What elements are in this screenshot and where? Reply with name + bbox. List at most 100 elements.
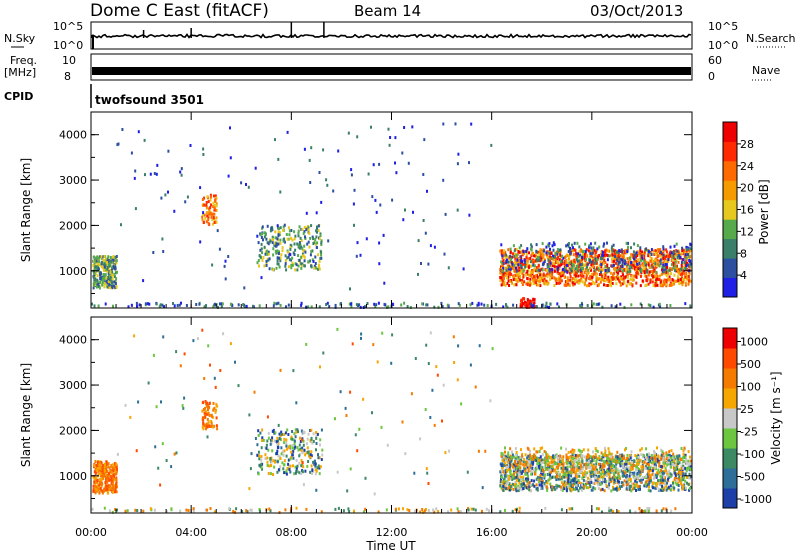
data-cell [624, 460, 627, 464]
data-cell [658, 471, 661, 475]
data-cell [320, 239, 323, 243]
data-cell [671, 267, 673, 271]
data-cell [289, 444, 292, 448]
data-cell [420, 262, 422, 265]
data-cell [229, 302, 232, 306]
data-cell [211, 218, 214, 222]
data-cell [394, 136, 397, 140]
data-cell [310, 450, 313, 454]
data-cell [671, 278, 674, 281]
data-cell [319, 443, 321, 447]
data-cell [529, 481, 531, 485]
data-cell [632, 250, 635, 254]
data-cell [585, 278, 588, 282]
data-cell [280, 253, 283, 257]
data-cell [526, 471, 529, 475]
data-cell [269, 442, 272, 446]
data-cell [667, 485, 670, 489]
data-cell [609, 465, 612, 469]
data-cell [208, 413, 211, 417]
data-cell [511, 453, 514, 457]
data-cell [590, 475, 593, 478]
data-cell [277, 446, 280, 449]
data-cell [637, 455, 640, 459]
data-cell [520, 244, 523, 248]
data-cell [559, 277, 562, 281]
data-cell [525, 252, 528, 256]
data-cell [684, 281, 687, 285]
data-cell [227, 255, 230, 258]
colorbar-segment [723, 141, 737, 162]
data-cell [629, 479, 632, 483]
data-cell [520, 300, 523, 304]
data-cell [155, 302, 158, 306]
data-cell [130, 151, 133, 155]
data-cell [572, 479, 575, 483]
data-cell [661, 489, 664, 492]
data-cell [533, 479, 536, 483]
data-cell [483, 303, 486, 307]
data-cell [106, 480, 109, 484]
data-cell [681, 250, 684, 254]
data-cell [245, 304, 248, 308]
data-cell [636, 461, 638, 465]
data-cell [595, 462, 598, 466]
data-cell [628, 468, 631, 472]
data-cell [689, 464, 692, 468]
data-cell [665, 270, 668, 274]
data-cell [505, 253, 508, 257]
data-cell [107, 462, 110, 466]
data-cell [545, 301, 548, 305]
data-cell [526, 456, 529, 460]
data-cell [668, 277, 671, 281]
data-cell [97, 282, 100, 286]
data-cell [638, 261, 641, 265]
data-cell [604, 265, 607, 269]
data-cell [319, 232, 322, 236]
data-cell [633, 254, 636, 258]
data-cell [675, 253, 678, 257]
data-cell [92, 255, 95, 259]
data-cell [317, 456, 320, 460]
data-cell [515, 269, 518, 273]
data-cell [665, 263, 668, 267]
data-cell [143, 138, 146, 142]
data-cell [681, 277, 684, 281]
freq-unit: [MHz] [4, 66, 36, 79]
data-cell [598, 462, 600, 466]
data-cell [583, 256, 586, 260]
data-cell [120, 223, 122, 227]
data-cell [665, 457, 668, 461]
data-cell [571, 281, 574, 285]
data-cell [300, 264, 303, 268]
data-cell [288, 258, 291, 262]
data-cell [682, 258, 685, 262]
data-cell [659, 474, 662, 478]
data-cell [544, 304, 547, 308]
data-cell [677, 279, 680, 282]
data-cell [621, 265, 624, 268]
data-cell [114, 282, 117, 286]
data-cell [202, 408, 205, 411]
data-cell [318, 267, 321, 271]
data-cell [216, 229, 219, 233]
data-cell [586, 304, 589, 307]
data-cell [214, 302, 216, 306]
data-cell [581, 460, 584, 464]
data-cell [603, 253, 606, 257]
data-cell [567, 282, 570, 286]
data-cell [688, 249, 691, 253]
data-cell [638, 474, 641, 478]
data-cell [506, 260, 509, 264]
data-cell [621, 471, 624, 475]
data-cell [678, 477, 681, 481]
data-cell [633, 266, 636, 270]
data-cell [652, 269, 655, 273]
data-cell [596, 267, 598, 271]
data-cell [661, 265, 664, 269]
data-cell [544, 468, 547, 472]
data-cell [93, 272, 96, 276]
data-cell [267, 252, 270, 256]
